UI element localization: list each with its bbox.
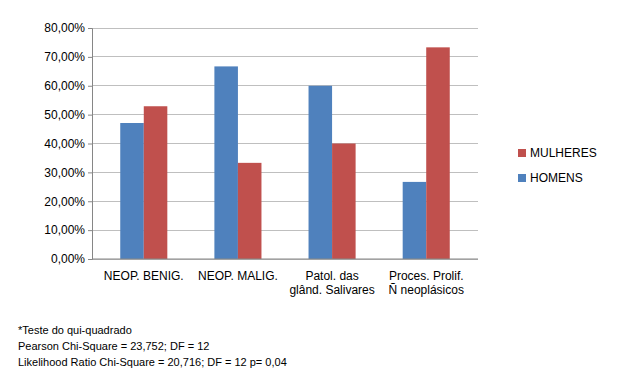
y-tick-label: 70,00% [44, 50, 85, 64]
y-tick-mark [88, 259, 92, 260]
y-tick-label: 60,00% [44, 79, 85, 93]
x-axis-line [92, 259, 478, 260]
x-tick: Proces. Prolif.Ñ neoplásicos [389, 259, 464, 297]
chart: 0,00% 10,00% 20,00% 30,00% 40,00% 50,00% 60,00… [0, 0, 618, 374]
bar [238, 163, 262, 259]
annotation: Pearson Chi-Square = 23,752; DF = 12 [18, 340, 209, 352]
bar [332, 144, 356, 260]
x-tick-label: Proces. Prolif.Ñ neoplásicos [389, 269, 464, 297]
y-tick: 60,00% [44, 79, 92, 93]
y-tick: 0,00% [51, 252, 92, 266]
y-tick: 30,00% [44, 166, 92, 180]
bars [120, 47, 450, 259]
y-tick-label: 50,00% [44, 108, 85, 122]
bar [120, 123, 144, 259]
x-tick-label: NEOP. BENIG. [104, 269, 184, 283]
legend-swatch [518, 174, 526, 182]
grid-line [92, 85, 478, 86]
legend-label: MULHERES [530, 146, 597, 160]
y-tick: 50,00% [44, 108, 92, 122]
y-tick-mark [88, 172, 92, 173]
y-tick-mark [88, 86, 92, 87]
y-axis-line [88, 29, 93, 260]
x-tick-label: Patol. dasglând. Salivares [289, 269, 374, 297]
y-tick: 20,00% [44, 195, 92, 209]
x-axis: NEOP. BENIG. NEOP. MALIG. Patol. dasglând.… [92, 259, 478, 297]
y-tick-mark [88, 144, 92, 145]
legend-swatch [518, 149, 526, 157]
grid-line [92, 259, 478, 260]
y-tick: 10,00% [44, 223, 92, 237]
bar [426, 47, 450, 259]
bar [144, 106, 168, 259]
y-tick: 70,00% [44, 50, 92, 64]
annotation: Likelihood Ratio Chi-Square = 20,716; DF… [18, 356, 287, 368]
y-tick-label: 10,00% [44, 223, 85, 237]
y-tick-mark [88, 57, 92, 58]
grid-line [92, 28, 478, 29]
bar [214, 66, 238, 259]
y-tick-label: 20,00% [44, 195, 85, 209]
annotation: *Teste do qui-quadrado [18, 324, 132, 336]
y-tick: 80,00% [44, 21, 92, 35]
legend: MULHERES HOMENS [518, 146, 597, 185]
grid-line [92, 56, 478, 57]
y-tick-mark [88, 230, 92, 231]
y-tick: 40,00% [44, 137, 92, 151]
y-tick-label: 40,00% [44, 137, 85, 151]
x-tick: NEOP. MALIG. [198, 259, 278, 283]
y-tick-label: 80,00% [44, 21, 85, 35]
x-tick-label: NEOP. MALIG. [198, 269, 278, 283]
y-tick-mark [88, 201, 92, 202]
annotations: *Teste do qui-quadrado Pearson Chi-Square… [18, 324, 287, 368]
bar [403, 182, 427, 259]
y-tick-mark [88, 28, 92, 29]
grid [92, 28, 478, 259]
y-tick-mark [88, 115, 92, 116]
x-tick: NEOP. BENIG. [104, 259, 184, 283]
bar [309, 86, 333, 259]
y-axis: 0,00% 10,00% 20,00% 30,00% 40,00% 50,00% 60,00… [44, 21, 92, 266]
y-tick-label: 30,00% [44, 166, 85, 180]
x-tick: Patol. dasglând. Salivares [289, 259, 374, 297]
legend-label: HOMENS [530, 171, 583, 185]
y-tick-label: 0,00% [51, 252, 85, 266]
